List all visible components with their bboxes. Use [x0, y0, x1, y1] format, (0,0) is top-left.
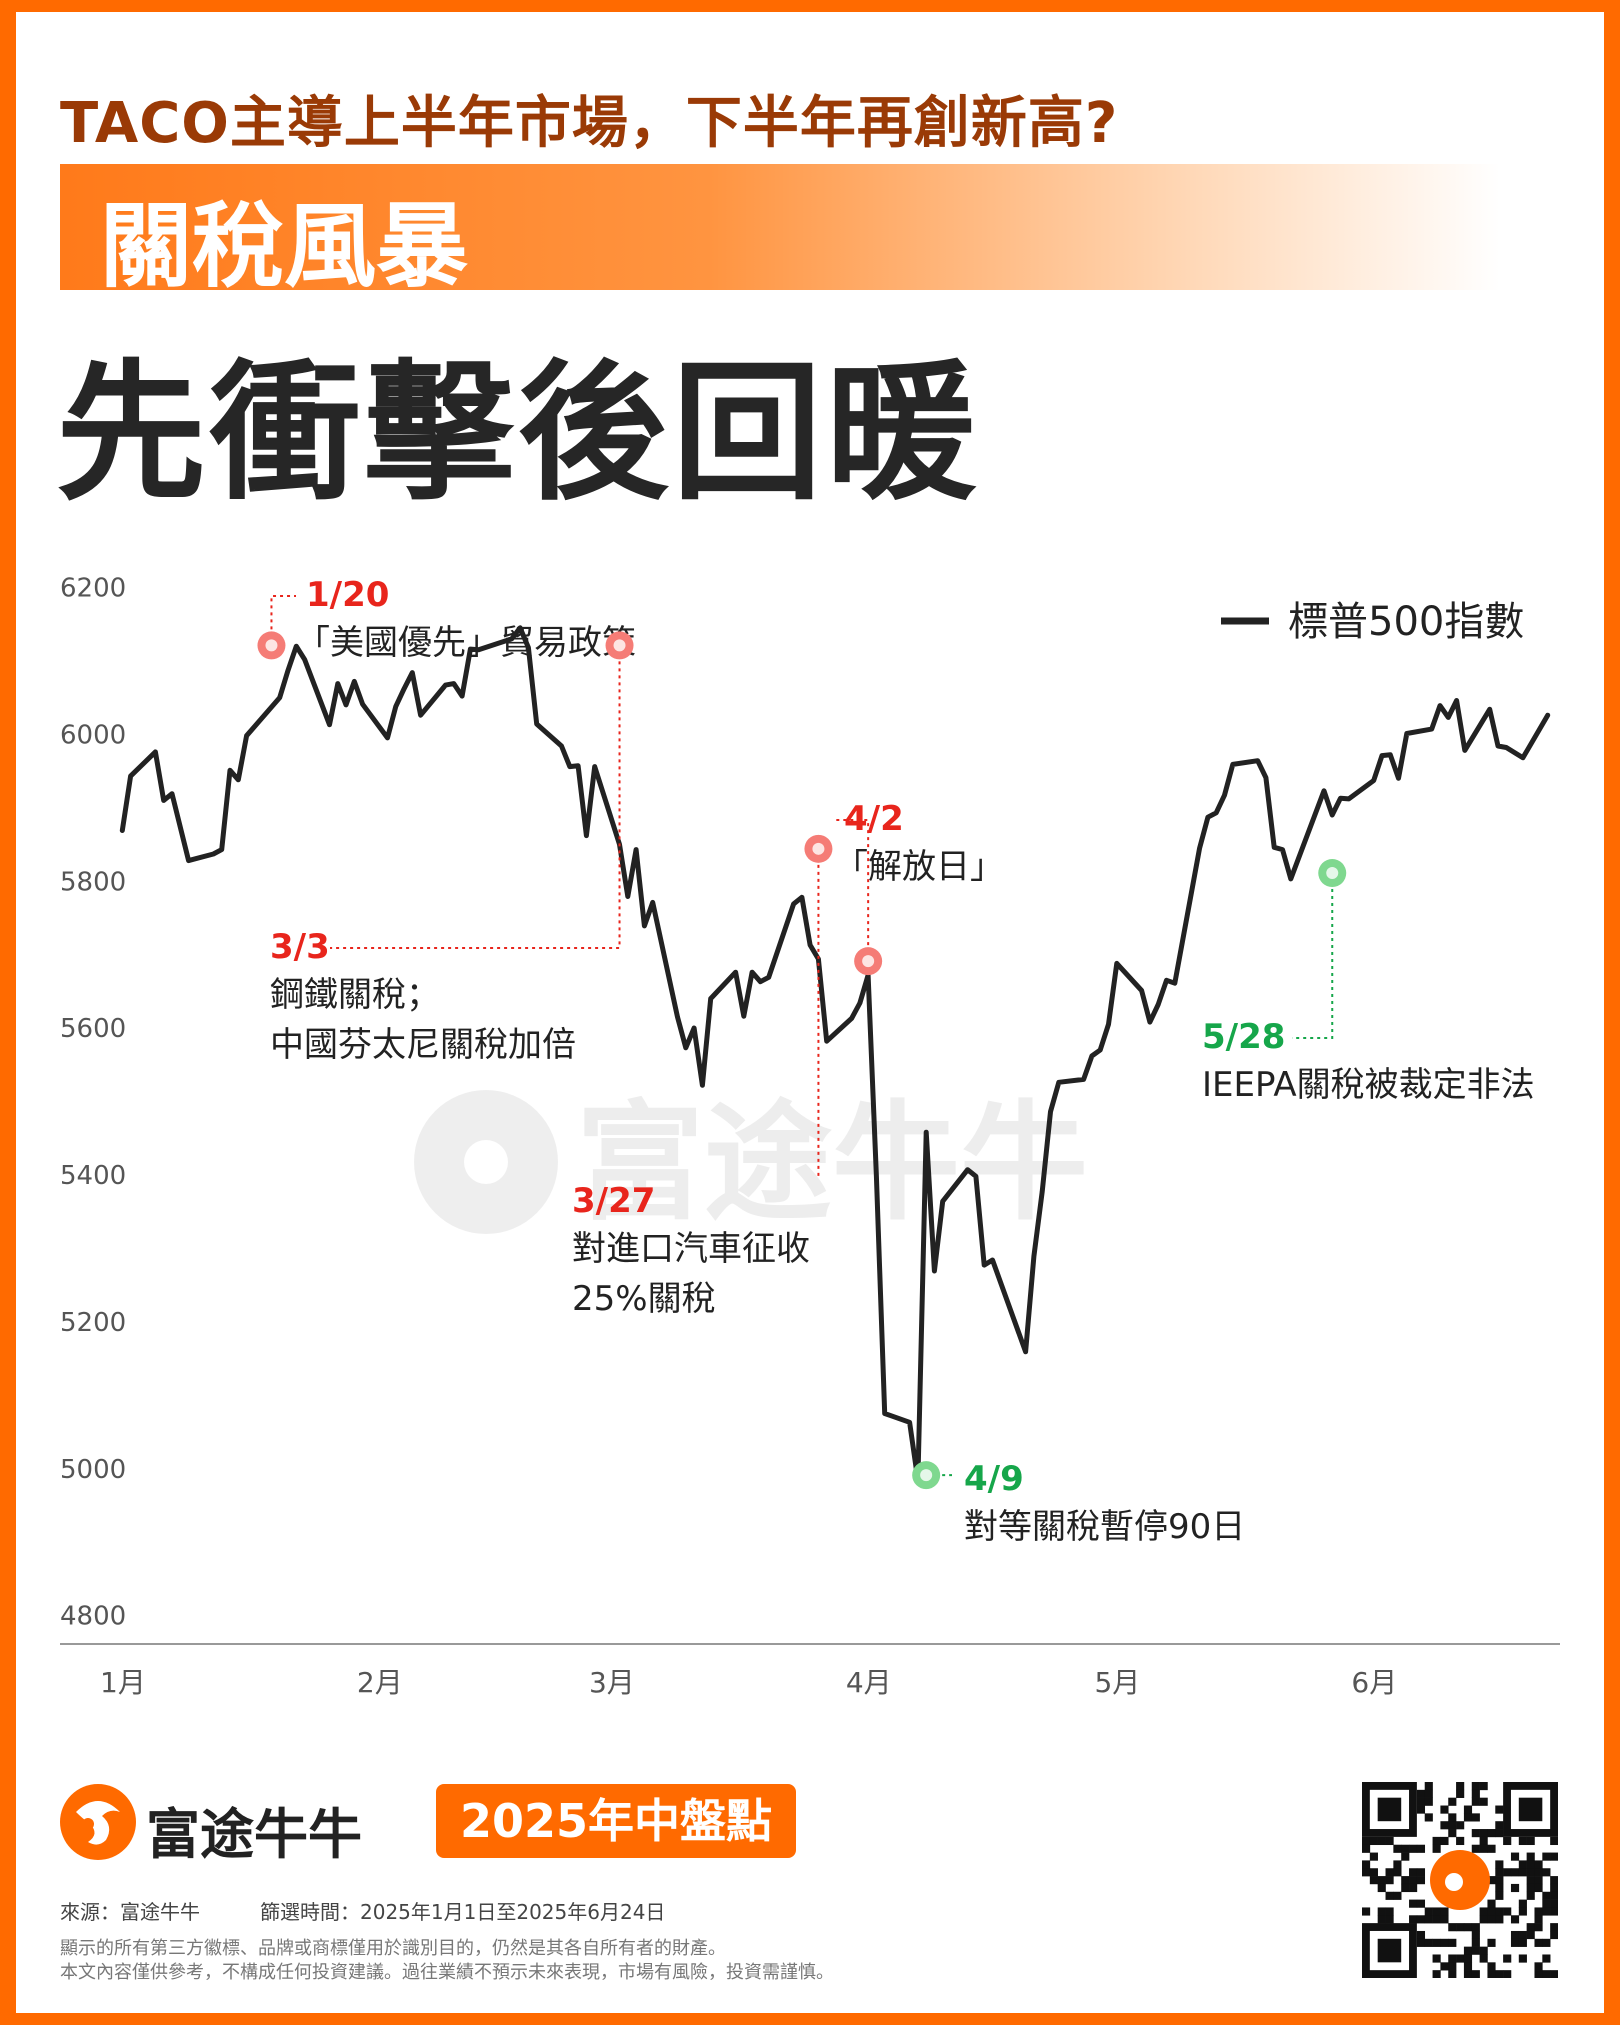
kicker-title: TACO主導上半年市場，下半年再創新高? [60, 91, 1119, 156]
y-tick-label: 4800 [60, 1602, 126, 1632]
source-line: 來源：富途牛牛 篩選時間：2025年1月1日至2025年6月24日 [60, 1896, 665, 1925]
event-desc-label: 鋼鐵關稅； [270, 975, 440, 1015]
y-tick-label: 5200 [60, 1308, 126, 1338]
event-desc-label: 25%關稅 [572, 1279, 716, 1319]
source-text: 來源：富途牛牛 [60, 1900, 200, 1924]
line-layer [119, 625, 1551, 1483]
event-desc-label: 「解放日」 [834, 847, 1004, 887]
y-tick-label: 6200 [60, 574, 126, 604]
leader-line [1292, 889, 1334, 1039]
event-annotation: 4/2 「解放日」 [834, 799, 1004, 976]
legend-label: 標普500指數 [1288, 599, 1524, 645]
y-tick-label: 6000 [60, 721, 126, 751]
event-annotation: 4/9 對等關稅暫停90日 [912, 1459, 1245, 1547]
band-title: 關稅風暴 [100, 193, 469, 300]
event-date-label: 5/28 [1202, 1017, 1285, 1057]
event-desc-label: 對進口汽車征收 [572, 1229, 810, 1269]
disclaimer-1: 顯示的所有第三方徽標、品牌或商標僅用於識別目的，仍然是其各自所有者的財產。 [60, 1938, 726, 1959]
futu-logo-icon [60, 1784, 136, 1860]
event-annotation: 1/20 「美國優先」貿易政策 [257, 575, 636, 663]
event-date-label: 4/9 [964, 1459, 1024, 1499]
event-annotation: 3/3 鋼鐵關稅； 中國芬太尼關稅加倍 [270, 631, 634, 1065]
y-tick-label: 5800 [60, 867, 126, 897]
leader-line [834, 819, 870, 946]
brand-name: 富途牛牛 [146, 1803, 362, 1866]
event-desc-label: 「美國優先」貿易政策 [296, 623, 636, 663]
event-date-label: 4/2 [844, 799, 904, 839]
watermark-logo-icon [414, 1090, 558, 1234]
event-date-label: 3/27 [572, 1181, 655, 1221]
y-tick-label: 5600 [60, 1014, 126, 1044]
qr-code[interactable] [1362, 1782, 1558, 1978]
watermark-text: 富途牛牛 [576, 1089, 1088, 1238]
x-tick-label: 4月 [846, 1666, 892, 1699]
annotation-layer: 1/20 「美國優先」貿易政策 3/3 鋼鐵關稅； 中國芬太尼關稅加倍 3/27 對進口汽車… [257, 575, 1535, 1547]
event-annotation: 3/27 對進口汽車征收 25%關稅 [572, 834, 833, 1319]
leader-line [330, 661, 621, 949]
event-desc-label: 對等關稅暫停90日 [964, 1507, 1245, 1547]
y-tick-label: 5000 [60, 1455, 126, 1485]
legend: 標普500指數 [1221, 599, 1524, 645]
infographic-card: TACO主導上半年市場，下半年再創新高? 關稅風暴 先衝擊後回暖 富途牛牛 62… [16, 12, 1604, 2013]
watermark: 富途牛牛 [414, 1089, 1088, 1238]
event-desc-label: IEEPA關稅被裁定非法 [1202, 1065, 1535, 1105]
event-annotation: 5/28 IEEPA關稅被裁定非法 [1202, 859, 1535, 1105]
y-tick-label: 5400 [60, 1161, 126, 1191]
period-text: 篩選時間：2025年1月1日至2025年6月24日 [260, 1900, 666, 1924]
event-date-label: 1/20 [306, 575, 389, 615]
axis-layer: 6200 6000 5800 5600 5400 5200 5000 4800 1月 2月 3月 4月… [60, 574, 1560, 1699]
midyear-badge: 2025年中盤點 [436, 1784, 797, 1858]
x-tick-label: 2月 [357, 1666, 403, 1699]
x-tick-label: 3月 [589, 1666, 635, 1699]
x-tick-label: 1月 [100, 1666, 146, 1699]
leader-line [270, 595, 296, 630]
title-band: 關稅風暴 [60, 164, 1500, 300]
event-desc-label: 中國芬太尼關稅加倍 [270, 1025, 576, 1065]
sp500-line-chart: 富途牛牛 6200 6000 5800 5600 5400 5200 5000 4800 1月 2… [60, 574, 1560, 1699]
disclaimer-2: 本文內容僅供參考，不構成任何投資建議。過往業績不預示未來表現，市場有風險，投資需… [60, 1962, 834, 1983]
headline: 先衝擊後回暖 [56, 347, 981, 521]
x-tick-label: 6月 [1351, 1666, 1397, 1699]
x-tick-label: 5月 [1094, 1666, 1140, 1699]
event-date-label: 3/3 [270, 927, 330, 967]
series-line [119, 625, 1551, 1483]
